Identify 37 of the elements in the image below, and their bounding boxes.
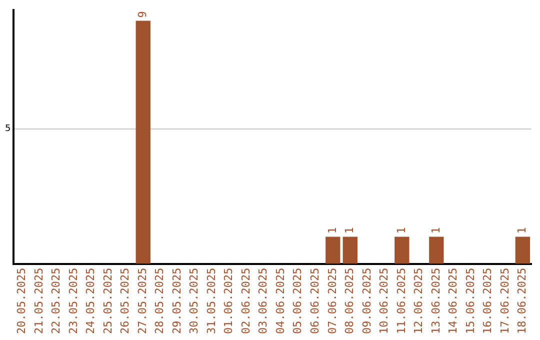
x-tick-label: 06.06.2025 <box>308 268 322 334</box>
x-tick-label: 12.06.2025 <box>412 268 426 334</box>
data-label: 1 <box>429 227 442 234</box>
data-label: 1 <box>326 227 339 234</box>
data-label: 1 <box>394 227 408 234</box>
x-tick-label: 23.05.2025 <box>66 268 80 334</box>
x-tick-label: 10.06.2025 <box>378 268 391 334</box>
x-tick-label: 25.05.2025 <box>101 268 114 334</box>
data-label: 1 <box>343 227 356 234</box>
x-tick-label: 01.06.2025 <box>222 268 236 334</box>
y-tick-label: 5 <box>4 124 11 134</box>
x-tick-label: 31.05.2025 <box>204 268 218 334</box>
x-tick-label: 02.06.2025 <box>239 268 252 334</box>
x-tick-label: 24.05.2025 <box>84 268 98 334</box>
x-tick-label: 18.06.2025 <box>516 268 529 334</box>
data-label: 9 <box>136 11 149 18</box>
x-tick-label: 08.06.2025 <box>343 268 356 334</box>
x-tick-label: 20.05.2025 <box>15 268 28 334</box>
x-tick-label: 27.05.2025 <box>136 268 149 334</box>
x-tick-label: 13.06.2025 <box>429 268 442 334</box>
x-tick-label: 21.05.2025 <box>32 268 46 334</box>
x-tick-label: 26.05.2025 <box>118 268 132 334</box>
x-tick-label: 15.06.2025 <box>464 268 477 334</box>
x-tick-label: 11.06.2025 <box>394 268 408 334</box>
x-tick-label: 05.06.2025 <box>291 268 304 334</box>
x-tick-label: 14.06.2025 <box>446 268 460 334</box>
x-tick-label: 22.05.2025 <box>50 268 63 334</box>
x-tick-label: 07.06.2025 <box>326 268 339 334</box>
data-label: 1 <box>516 227 529 234</box>
x-tick-label: 09.06.2025 <box>360 268 374 334</box>
x-tick-label: 29.05.2025 <box>170 268 184 334</box>
x-tick-label: 16.06.2025 <box>481 268 494 334</box>
x-tick-label: 28.05.2025 <box>153 268 166 334</box>
x-tick-label: 03.06.2025 <box>256 268 270 334</box>
x-tick-label: 17.06.2025 <box>498 268 512 334</box>
x-tick-label: 04.06.2025 <box>274 268 287 334</box>
x-tick-label: 30.05.2025 <box>188 268 201 334</box>
